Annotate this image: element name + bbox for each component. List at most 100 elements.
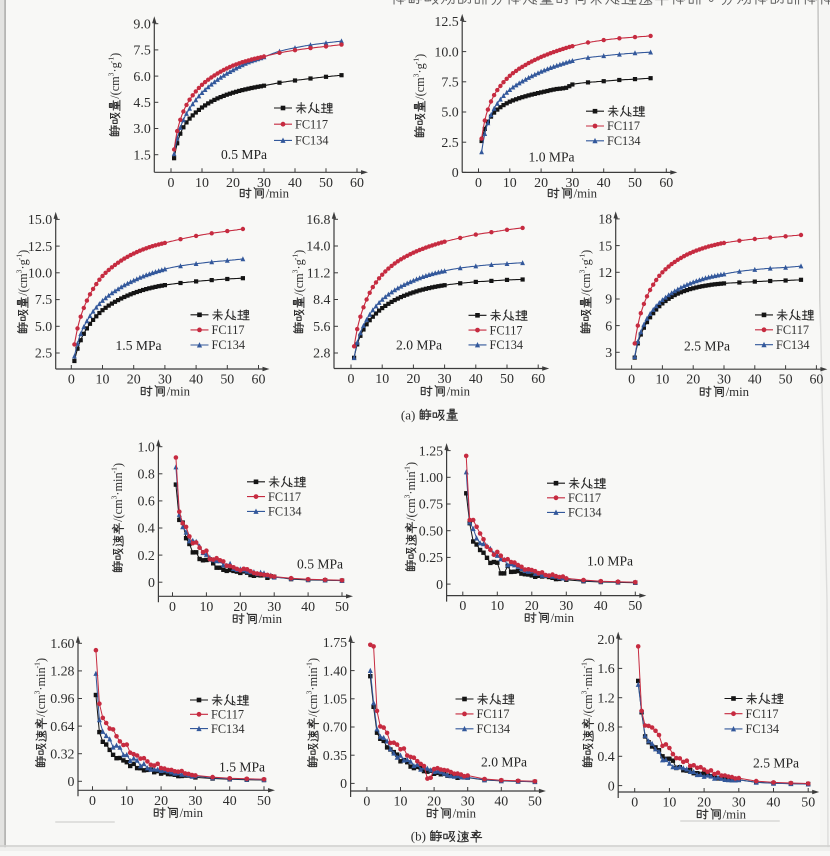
svg-text:0.25: 0.25	[419, 551, 443, 566]
svg-text:0: 0	[459, 599, 466, 614]
svg-text:3: 3	[291, 269, 300, 273]
svg-text:4.5: 4.5	[133, 96, 150, 111]
svg-text:FC134: FC134	[746, 722, 780, 736]
svg-text:·min: ·min	[111, 472, 125, 495]
svg-text:1.0 MPa: 1.0 MPa	[587, 554, 633, 569]
svg-text:10: 10	[375, 372, 389, 387]
svg-text:40: 40	[767, 796, 781, 811]
svg-text:2.5: 2.5	[441, 136, 458, 151]
svg-text:40: 40	[594, 599, 608, 614]
svg-text:3: 3	[578, 269, 587, 273]
svg-text:FC134: FC134	[212, 338, 246, 352]
svg-text:20: 20	[154, 794, 168, 809]
svg-text:10: 10	[394, 795, 408, 810]
svg-text:0: 0	[363, 795, 370, 810]
svg-text:1.2: 1.2	[597, 691, 614, 706]
svg-text:10.0: 10.0	[28, 267, 52, 282]
svg-text:0.5 MPa: 0.5 MPa	[221, 147, 267, 162]
svg-text:10: 10	[199, 600, 213, 615]
svg-text:FC134: FC134	[295, 134, 329, 148]
svg-text:15: 15	[598, 239, 612, 254]
svg-text:50: 50	[801, 796, 815, 811]
svg-text:0.96: 0.96	[50, 692, 74, 707]
svg-text:/(cm: /(cm	[108, 76, 122, 99]
svg-text:): )	[306, 658, 320, 662]
svg-text:1.00: 1.00	[419, 471, 443, 486]
svg-text:50: 50	[628, 176, 642, 191]
svg-text:30: 30	[717, 373, 731, 388]
svg-text:FC117: FC117	[477, 707, 510, 721]
svg-text:2.5 MPa: 2.5 MPa	[684, 339, 730, 354]
svg-text:0.2: 0.2	[138, 549, 155, 564]
svg-text:20: 20	[686, 373, 700, 388]
svg-text:(b): (b)	[411, 829, 426, 844]
svg-text:20: 20	[233, 600, 247, 615]
svg-text:9.0: 9.0	[133, 17, 150, 32]
svg-text:1.60: 1.60	[50, 637, 74, 652]
svg-text:/min: /min	[167, 384, 191, 398]
svg-text:-1: -1	[291, 254, 300, 261]
svg-text:-1: -1	[33, 662, 42, 669]
svg-text:15.0: 15.0	[28, 213, 52, 228]
svg-text:2.0 MPa: 2.0 MPa	[396, 338, 442, 353]
svg-text:): )	[413, 54, 427, 58]
svg-text:/(cm: /(cm	[413, 77, 427, 100]
svg-text:30: 30	[559, 599, 573, 614]
svg-text:3: 3	[33, 690, 42, 694]
svg-text:6: 6	[605, 319, 612, 334]
svg-text:·min: ·min	[581, 667, 595, 690]
svg-text:8.4: 8.4	[313, 293, 330, 308]
svg-text:-1: -1	[580, 662, 589, 669]
svg-text:2.0 MPa: 2.0 MPa	[481, 755, 527, 770]
svg-text:11.2: 11.2	[307, 267, 331, 282]
svg-text:0: 0	[68, 775, 75, 790]
svg-text:FC134: FC134	[211, 722, 245, 736]
svg-text:/(cm: /(cm	[34, 694, 48, 717]
svg-text:12: 12	[598, 266, 612, 281]
svg-text:5.6: 5.6	[313, 320, 330, 335]
svg-text:FC134: FC134	[568, 506, 602, 520]
svg-text:50: 50	[528, 795, 542, 810]
svg-text:20: 20	[525, 599, 539, 614]
svg-text:(a): (a)	[401, 407, 415, 422]
svg-text:1.6: 1.6	[597, 662, 614, 677]
svg-text:·g: ·g	[16, 259, 30, 269]
svg-text:12.5: 12.5	[434, 15, 458, 30]
svg-text:-1: -1	[578, 254, 587, 261]
svg-text:16.8: 16.8	[306, 213, 330, 228]
svg-text:5.0: 5.0	[35, 320, 52, 335]
svg-text:3: 3	[580, 690, 589, 694]
svg-text:·min: ·min	[404, 471, 418, 494]
svg-text:/min: /min	[259, 612, 283, 626]
svg-text:0: 0	[89, 794, 96, 809]
svg-text:FC117: FC117	[490, 323, 523, 337]
svg-text:3: 3	[305, 690, 314, 694]
svg-text:5.0: 5.0	[441, 106, 458, 121]
svg-text:1.5 MPa: 1.5 MPa	[219, 760, 265, 775]
svg-text:/min: /min	[723, 807, 747, 821]
svg-text:10.0: 10.0	[434, 45, 458, 60]
svg-text:6.0: 6.0	[133, 70, 150, 85]
svg-text:-1: -1	[412, 58, 421, 65]
svg-text:/min: /min	[551, 611, 575, 625]
svg-text:-1: -1	[107, 57, 116, 64]
svg-text:3: 3	[403, 494, 412, 498]
svg-text:FC134: FC134	[490, 338, 524, 352]
svg-text:3: 3	[15, 269, 24, 273]
svg-text:·min: ·min	[34, 667, 48, 690]
svg-text:FC134: FC134	[477, 722, 511, 736]
svg-text:/(cm: /(cm	[404, 498, 418, 521]
svg-text:3: 3	[605, 346, 612, 361]
svg-text:2.8: 2.8	[313, 347, 330, 362]
svg-text:0.50: 0.50	[419, 524, 443, 539]
svg-text:0: 0	[631, 796, 638, 811]
svg-text:10: 10	[662, 796, 676, 811]
svg-text:60: 60	[809, 373, 823, 388]
svg-text:): )	[108, 53, 122, 57]
svg-text:30: 30	[257, 176, 271, 191]
svg-text:60: 60	[659, 176, 673, 191]
svg-text:12.5: 12.5	[28, 240, 52, 255]
svg-text:/min: /min	[447, 384, 471, 398]
svg-text:50: 50	[257, 794, 271, 809]
svg-text:0.32: 0.32	[50, 747, 74, 762]
